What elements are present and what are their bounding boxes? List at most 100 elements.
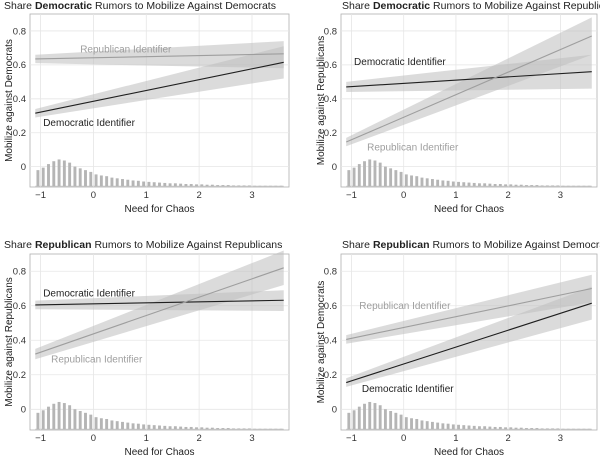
histogram-bar <box>404 174 408 187</box>
histogram-bar <box>226 428 230 430</box>
histogram-bar <box>226 185 230 187</box>
histogram-bar <box>383 409 387 430</box>
histogram-bar <box>195 184 198 187</box>
x-tick-label: 2 <box>196 190 201 201</box>
histogram-bar <box>131 423 135 430</box>
y-tick-label: 0.6 <box>13 301 26 312</box>
x-axis-title: Need for Chaos <box>434 447 504 458</box>
title-suffix: Rumors to Mobilize Against Republicans <box>430 0 600 12</box>
chart-title: Share Democratic Rumors to Mobilize Agai… <box>4 0 276 12</box>
series-line <box>346 71 592 88</box>
histogram-bar <box>425 178 429 187</box>
y-tick-label: 0.4 <box>13 94 26 105</box>
series-line <box>35 267 284 355</box>
histogram-bar <box>152 425 156 430</box>
histogram-bar <box>110 177 114 187</box>
histogram-bar <box>415 418 419 430</box>
histogram-bar <box>115 178 119 187</box>
histogram-bar <box>121 421 124 430</box>
x-tick-label: 3 <box>249 433 254 444</box>
histogram-bar <box>363 403 366 430</box>
histogram-bar <box>357 164 361 187</box>
histogram-bar <box>498 426 502 430</box>
series-line <box>346 35 592 143</box>
histogram-bar <box>205 184 209 187</box>
series-label: Democratic Identifier <box>43 288 135 299</box>
histogram-bar <box>200 184 204 187</box>
y-axis-title: Mobilize against Republicans <box>316 36 327 166</box>
histogram-bar <box>52 161 56 187</box>
histogram-bar <box>131 180 135 187</box>
confidence-band <box>346 17 592 147</box>
histogram-bar <box>84 412 87 430</box>
histogram-bar <box>504 427 508 430</box>
histogram-bar <box>519 184 523 187</box>
x-tick-label: 3 <box>558 190 563 201</box>
histogram-bar <box>47 164 50 187</box>
histogram-bar <box>394 412 398 430</box>
histogram-bar <box>389 411 393 430</box>
histogram-bar <box>62 160 66 187</box>
histogram-bar <box>535 428 539 430</box>
series-label: Republican Identifier <box>51 355 143 366</box>
title-bold: Democratic <box>35 0 92 12</box>
histogram-bar <box>357 406 361 430</box>
histogram-bar <box>110 420 114 430</box>
title-bold: Democratic <box>373 0 430 12</box>
histogram-bar <box>467 425 471 430</box>
histogram-bar <box>99 418 103 430</box>
histogram-bar <box>457 424 460 430</box>
x-tick-label: −1 <box>35 433 46 444</box>
y-tick-label: 0 <box>21 405 26 416</box>
x-tick-label: 0 <box>91 433 96 444</box>
histogram-bar <box>457 181 460 187</box>
x-tick-label: −1 <box>346 433 357 444</box>
histogram-bar <box>493 426 497 430</box>
histogram-bar <box>89 171 93 187</box>
histogram-bar <box>352 410 356 430</box>
histogram-bar <box>57 159 61 187</box>
histogram-bar <box>540 185 544 187</box>
histogram-bar <box>399 171 403 187</box>
histogram-bar <box>73 409 77 430</box>
histogram-bar <box>478 426 481 430</box>
histogram-bar <box>136 423 140 430</box>
series-line <box>35 299 284 306</box>
chart-panel-1: Republican Identifier Democratic Identifi… <box>4 0 290 215</box>
chart-panel-4: Republican Identifier Democratic Identifi… <box>316 239 600 458</box>
y-axis-title: Mobilize against Democrats <box>316 281 327 404</box>
y-tick-label: 0.2 <box>13 370 26 381</box>
histogram-bar <box>368 401 372 430</box>
histogram-bar <box>184 426 188 430</box>
y-tick-label: 0.2 <box>324 128 337 139</box>
x-tick-label: 0 <box>401 190 406 201</box>
histogram-bar <box>378 405 382 430</box>
histogram-bar <box>441 180 445 187</box>
x-tick-label: 1 <box>144 433 149 444</box>
x-tick-label: 0 <box>401 433 406 444</box>
histogram-bar <box>389 168 393 187</box>
y-tick-label: 0.8 <box>324 267 337 278</box>
histogram-bar <box>189 184 193 187</box>
y-tick-label: 0.8 <box>13 267 26 278</box>
title-suffix: Rumors to Mobilize Against Republicans <box>92 239 283 251</box>
histogram-bar <box>105 176 109 187</box>
histogram-bar <box>126 179 130 187</box>
series-line <box>346 302 592 384</box>
histogram-bar <box>472 182 476 187</box>
histogram-bar <box>551 185 555 187</box>
histogram-bar <box>173 183 177 187</box>
histogram-bar <box>425 421 429 430</box>
histogram-bar <box>530 428 534 430</box>
x-tick-label: 2 <box>196 433 201 444</box>
histogram-bar <box>394 170 398 187</box>
histogram-bar <box>136 180 140 187</box>
histogram-bar <box>420 420 424 430</box>
histogram-bar <box>115 421 119 430</box>
x-axis-title: Need for Chaos <box>124 204 194 215</box>
histogram-bar <box>383 166 387 187</box>
histogram-bar <box>168 426 172 430</box>
y-tick-label: 0.8 <box>324 26 337 37</box>
y-tick-label: 0 <box>332 405 337 416</box>
